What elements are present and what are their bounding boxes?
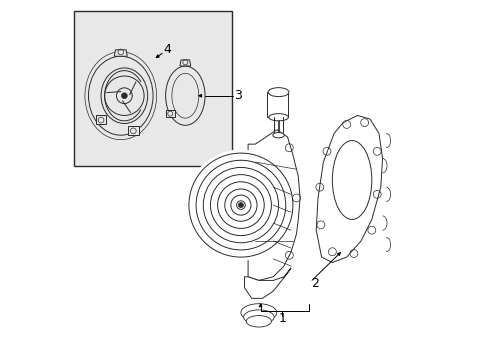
Polygon shape: [180, 60, 190, 66]
Ellipse shape: [267, 87, 288, 96]
Polygon shape: [128, 126, 139, 135]
Text: 2: 2: [310, 278, 318, 291]
Ellipse shape: [332, 140, 371, 220]
Ellipse shape: [165, 66, 204, 125]
Polygon shape: [96, 116, 106, 125]
Ellipse shape: [243, 310, 274, 324]
Polygon shape: [244, 268, 290, 298]
Polygon shape: [114, 50, 127, 56]
Text: 3: 3: [233, 89, 241, 102]
Text: 1: 1: [278, 311, 285, 325]
Ellipse shape: [268, 114, 288, 121]
Ellipse shape: [241, 304, 276, 321]
Ellipse shape: [246, 316, 271, 327]
Circle shape: [238, 203, 243, 208]
Bar: [266, 92, 287, 117]
Bar: [74, 12, 231, 166]
Polygon shape: [316, 116, 382, 262]
Circle shape: [121, 93, 127, 99]
Polygon shape: [247, 130, 300, 280]
Polygon shape: [165, 110, 174, 117]
Ellipse shape: [88, 56, 153, 135]
Ellipse shape: [272, 132, 284, 138]
Text: 4: 4: [163, 42, 171, 55]
Circle shape: [185, 149, 296, 261]
Ellipse shape: [101, 68, 147, 123]
